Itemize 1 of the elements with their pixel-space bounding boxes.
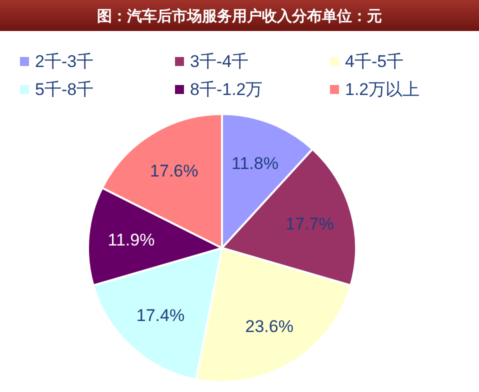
title: 图：汽车后市场服务用户收入分布单位：元	[97, 8, 382, 25]
